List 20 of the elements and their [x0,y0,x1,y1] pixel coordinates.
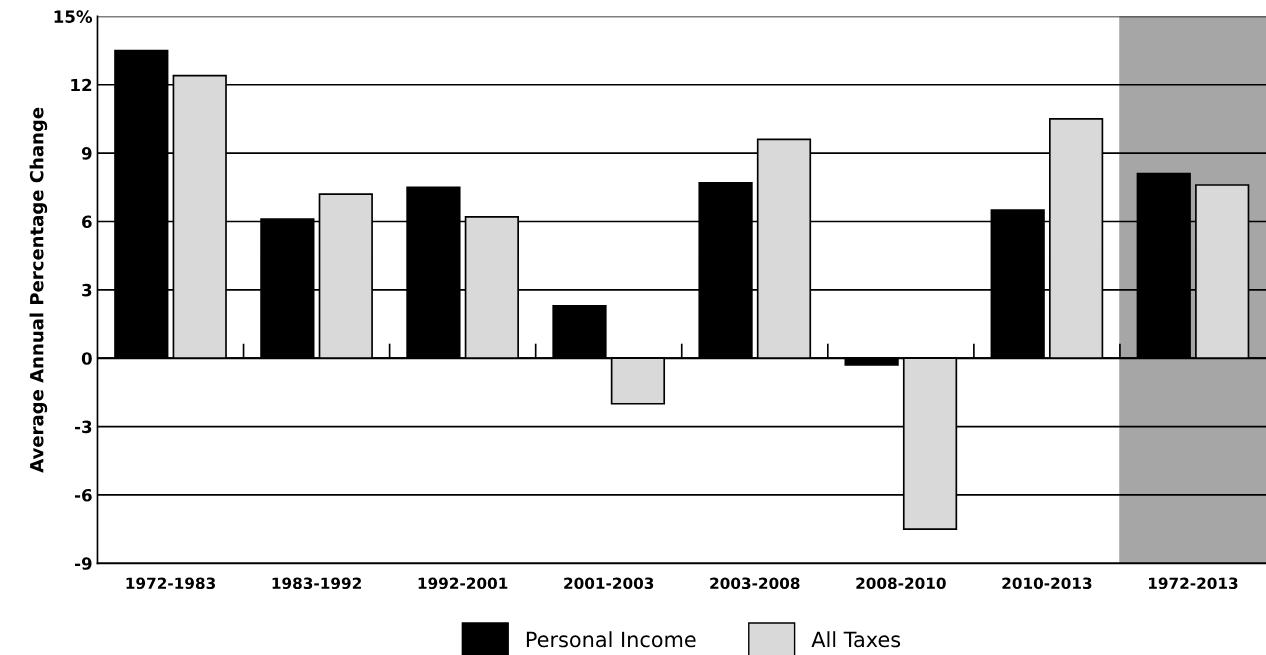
y-tick-label: 0 [81,352,92,365]
legend-label: All Taxes [811,631,901,648]
y-tick-label: 6 [82,215,92,229]
legend-label: Personal Income [526,631,696,648]
x-tick-label: 1972-1983 [126,577,215,590]
y-axis-title: Average Annual Percentage Change [29,107,48,473]
y-tick-label: 15% [54,10,93,23]
x-tick-label: 2001-2003 [564,577,654,590]
y-tick-label: -3 [75,420,92,434]
x-tick-label: 1972-2013 [1149,577,1238,590]
y-tick-label: -6 [75,488,92,502]
y-tick-label: 3 [82,283,92,297]
x-tick-label: 2010-2013 [1002,577,1092,590]
x-tick-label: 2003-2008 [710,577,800,590]
x-tick-label: 1992-2001 [418,577,508,590]
y-tick-label: 9 [81,147,92,160]
y-tick-label: 12 [71,78,92,92]
x-tick-label: 2008-2010 [856,577,946,590]
x-tick-label: 1983-1992 [272,577,361,590]
y-tick-label: -9 [75,557,92,570]
